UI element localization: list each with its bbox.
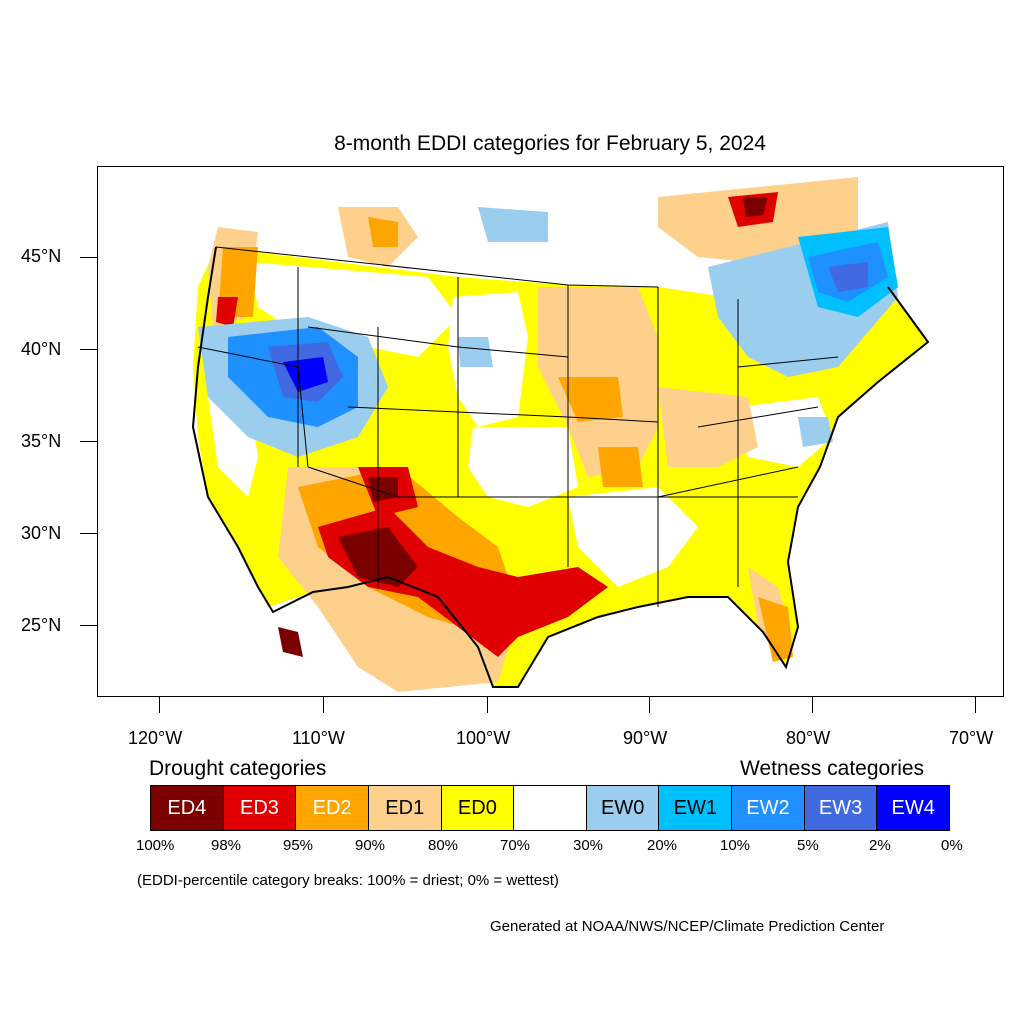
ew0-region [478, 207, 548, 242]
lat-tick [80, 625, 97, 626]
legend-cell-ed3: ED3 [223, 786, 297, 830]
coastline [191, 246, 930, 688]
lon-label-120w: 120°W [128, 728, 183, 748]
pct-break: 100% [136, 837, 175, 854]
pct-break: 10% [720, 837, 751, 854]
legend-cell-ew0: EW0 [586, 786, 660, 830]
lat-tick [80, 533, 97, 534]
lat-label-30: 30°N [21, 523, 62, 543]
ed4-region [368, 477, 398, 502]
pct-break: 98% [211, 837, 242, 854]
lon-tick [323, 697, 324, 713]
lon-label-110w: 110°W [292, 728, 345, 748]
ew0-region [458, 337, 493, 367]
pct-break: 5% [797, 837, 819, 854]
ed2-region [368, 217, 398, 247]
ed4-region [743, 197, 768, 217]
ed2-region [598, 447, 643, 487]
lon-label-90w: 90°W [623, 728, 668, 748]
lat-label-45: 45°N [21, 246, 62, 266]
pct-break: 95% [283, 837, 314, 854]
pct-break: 2% [869, 837, 891, 854]
lon-label-70w: 70°W [949, 728, 994, 748]
eddi-map-graphic [191, 177, 930, 692]
pct-break: 30% [573, 837, 604, 854]
lon-tick [975, 697, 976, 713]
ew3-region [828, 262, 868, 292]
lat-label-40: 40°N [21, 339, 62, 359]
lon-label-80w: 80°W [786, 728, 831, 748]
legend-cell-ed2: ED2 [296, 786, 369, 830]
lon-tick [487, 697, 488, 713]
legend-cell-ew3: EW3 [804, 786, 878, 830]
pct-break: 80% [428, 837, 459, 854]
lat-tick [80, 349, 97, 350]
pct-break: 0% [941, 837, 963, 854]
legend-color-bar: ED4 ED3 ED2 ED1 ED0 EW0 EW1 EW2 EW3 EW4 [150, 785, 950, 831]
pct-break: 70% [500, 837, 531, 854]
lat-label-25: 25°N [21, 615, 62, 635]
state-borders [197, 246, 839, 607]
lat-label-35: 35°N [21, 431, 62, 451]
ed2-region [558, 377, 623, 422]
legend-cell-ed1: ED1 [368, 786, 442, 830]
lat-tick [80, 441, 97, 442]
ed1-region [658, 387, 758, 467]
ed2-region [758, 597, 793, 662]
lon-label-100w: 100°W [456, 728, 511, 748]
pct-break: 90% [355, 837, 386, 854]
map-area [97, 166, 1004, 697]
legend-cell-ed4: ED4 [151, 786, 224, 830]
near-normal-region [568, 487, 698, 587]
near-normal-region [468, 427, 578, 507]
ed4-region [278, 627, 303, 657]
legend-cell-normal [514, 786, 587, 830]
map-title: 8-month EDDI categories for February 5, … [334, 132, 766, 155]
legend-cell-ew1: EW1 [659, 786, 733, 830]
lon-tick [159, 697, 160, 713]
lon-tick [649, 697, 650, 713]
near-normal-region [738, 397, 833, 467]
lat-tick [80, 257, 97, 258]
legend-cell-ew4: EW4 [877, 786, 950, 830]
ed3-region [216, 297, 238, 327]
legend-cell-ew2: EW2 [732, 786, 805, 830]
pct-break: 20% [647, 837, 678, 854]
legend-cell-ed0: ED0 [441, 786, 515, 830]
near-normal-region [248, 262, 458, 357]
drought-categories-heading: Drought categories [149, 757, 327, 780]
credit-line: Generated at NOAA/NWS/NCEP/Climate Predi… [490, 918, 885, 935]
lon-tick [812, 697, 813, 713]
wetness-categories-heading: Wetness categories [740, 757, 925, 780]
category-breaks-note: (EDDI-percentile category breaks: 100% =… [137, 872, 559, 889]
ew0-region [798, 417, 833, 447]
